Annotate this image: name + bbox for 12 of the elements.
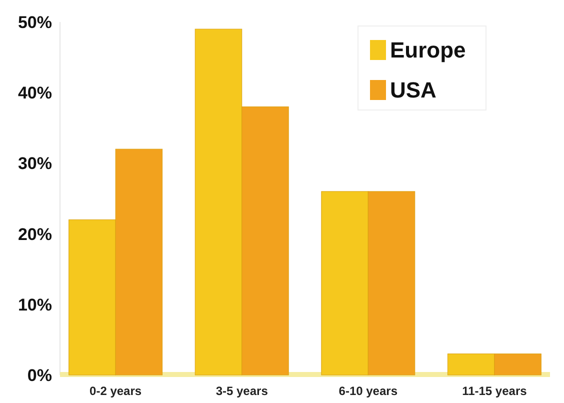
x-tick-label: 3-5 years (216, 384, 268, 398)
y-tick-label: 30% (18, 154, 52, 174)
y-tick-label: 40% (18, 84, 52, 103)
legend-label: USA (390, 78, 437, 103)
y-tick-label: 0% (27, 366, 52, 385)
y-tick-label: 20% (18, 224, 52, 244)
x-tick-label: 11-15 years (462, 384, 528, 398)
y-tick-label: 10% (18, 295, 52, 314)
x-tick-label: 6-10 years (338, 384, 398, 398)
x-tick-label: 0-2 years (90, 384, 142, 398)
legend-label: Europe (390, 38, 466, 63)
y-tick-label: 50% (18, 12, 52, 32)
